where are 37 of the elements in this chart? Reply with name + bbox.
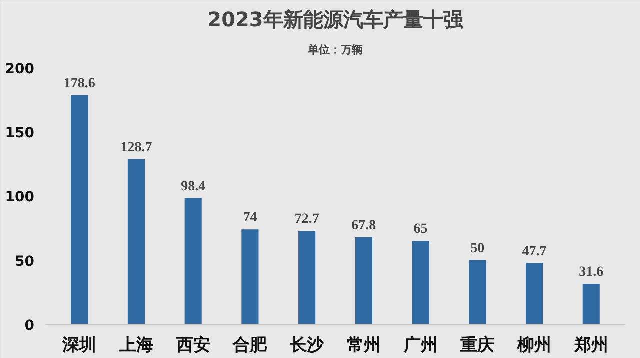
data-label: 74 [243, 210, 258, 226]
bar [582, 284, 600, 324]
x-tick-label: 合肥 [232, 336, 268, 356]
bar [298, 231, 316, 324]
bar [526, 263, 544, 324]
bar [412, 241, 430, 324]
x-tick-label: 深圳 [62, 336, 97, 356]
x-tick-label: 西安 [175, 336, 210, 356]
data-label: 128.7 [120, 140, 152, 156]
chart-title: 2023年新能源汽车产量十强 [208, 8, 464, 32]
x-tick-label: 重庆 [460, 336, 495, 356]
bar [355, 238, 372, 324]
x-tick-label: 郑州 [573, 336, 608, 356]
x-tick-label: 常州 [346, 336, 381, 356]
bar [469, 260, 486, 324]
data-label: 67.8 [352, 218, 376, 234]
x-tick-label: 柳州 [516, 336, 552, 356]
y-tick-label: 150 [5, 126, 35, 142]
y-tick-label: 200 [5, 61, 35, 78]
bar [242, 230, 259, 324]
chart-subtitle: 单位：万辆 [307, 44, 363, 56]
data-label: 98.4 [181, 179, 206, 194]
bar [184, 198, 202, 324]
data-label: 72.7 [294, 212, 320, 228]
bar [128, 159, 146, 324]
y-tick-label: 100 [5, 190, 35, 206]
data-label: 50 [470, 241, 485, 256]
data-label: 47.7 [522, 244, 547, 260]
x-tick-label: 上海 [118, 336, 154, 356]
y-tick-label: 0 [24, 318, 35, 334]
x-tick-label: 广州 [402, 336, 438, 356]
data-label: 31.6 [579, 264, 604, 280]
x-tick-label: 长沙 [289, 336, 326, 356]
y-tick-label: 50 [15, 254, 35, 270]
bar [71, 95, 88, 324]
data-label: 65 [414, 222, 428, 238]
data-label: 178.6 [64, 76, 96, 92]
